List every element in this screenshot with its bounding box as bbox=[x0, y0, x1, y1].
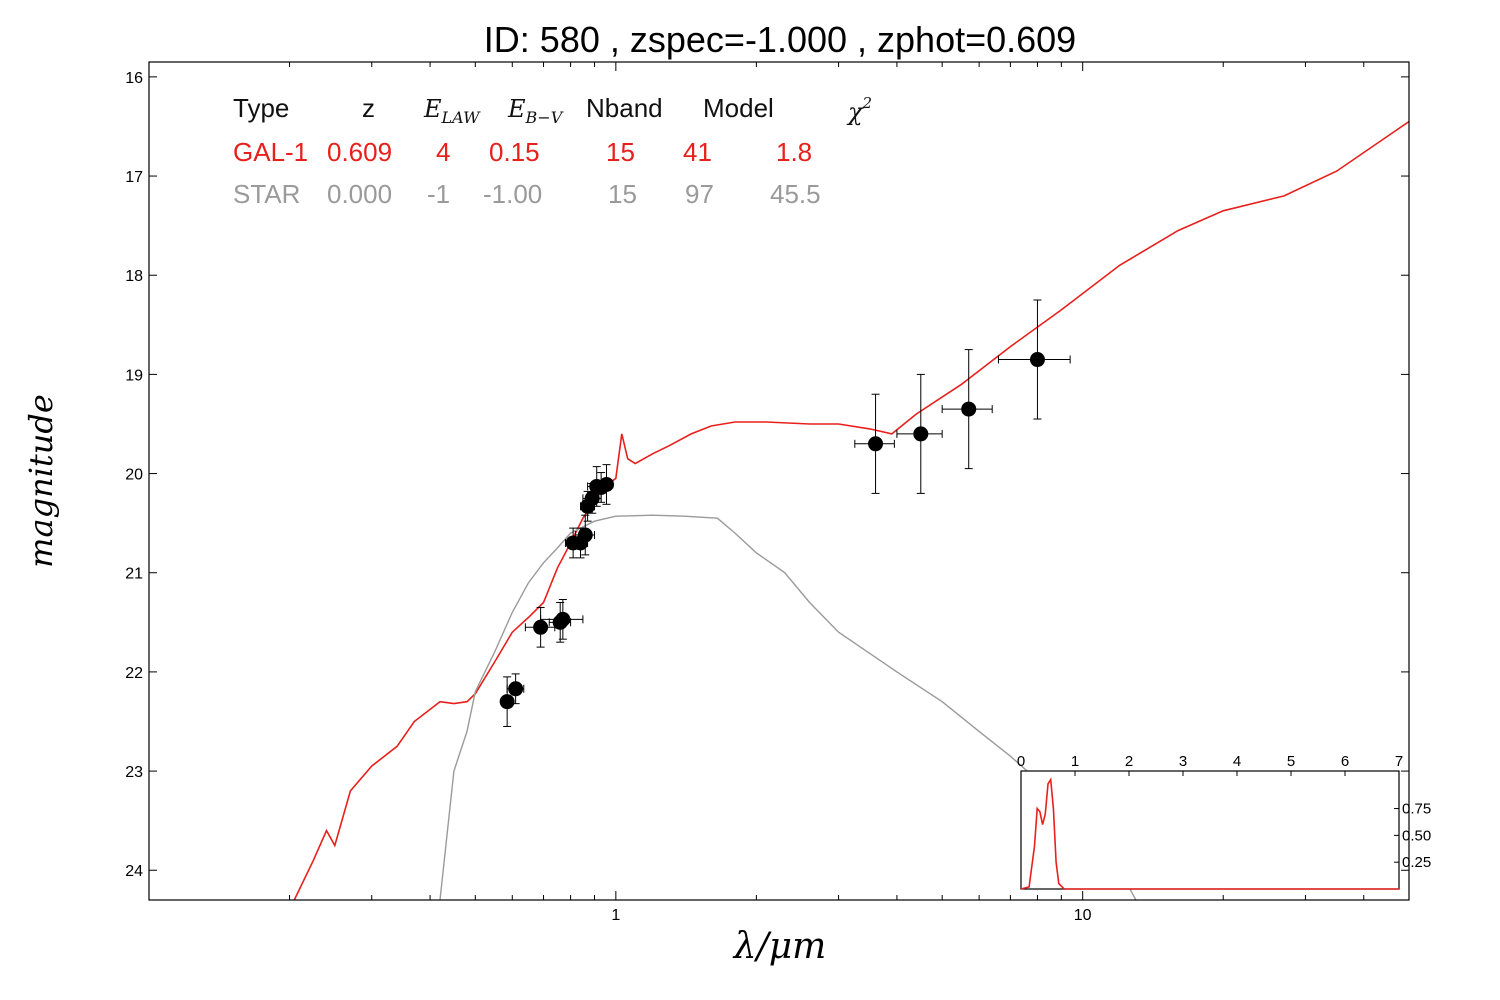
inset-x-tick-label-5: 5 bbox=[1287, 753, 1295, 770]
inset-x-tick-label-2: 2 bbox=[1125, 753, 1133, 770]
x-tick-label-10: 10 bbox=[1074, 907, 1092, 924]
x-axis-ticks: 1 10 bbox=[148, 62, 1410, 924]
y-tick-label-23: 23 bbox=[125, 764, 143, 781]
inset-y-tick-label-1: 0.50 bbox=[1402, 827, 1431, 844]
gal-type: GAL-1 bbox=[233, 137, 308, 167]
gal-chi2: 1.8 bbox=[776, 137, 812, 167]
x-axis-label: λ/μm bbox=[732, 926, 826, 967]
photometry-point-14 bbox=[913, 426, 929, 442]
plot-frame bbox=[148, 61, 1410, 901]
photometry-points bbox=[499, 299, 1071, 727]
pdz-inset: 0 1 2 3 4 5 6 7 0.25 0.50 0.75 bbox=[1017, 753, 1431, 890]
photometry-point-7 bbox=[577, 527, 593, 543]
inset-pdz-curve bbox=[1020, 777, 1399, 890]
gal-nband: 15 bbox=[606, 137, 635, 167]
photometry-point-13 bbox=[868, 436, 884, 452]
star-nband: 15 bbox=[608, 179, 637, 209]
star-z: 0.000 bbox=[327, 179, 392, 209]
table-header-nband: Nband bbox=[586, 93, 663, 123]
inset-x-tick-label-4: 4 bbox=[1233, 753, 1241, 770]
inset-x-tick-label-3: 3 bbox=[1179, 753, 1187, 770]
inset-x-tick-label-0: 0 bbox=[1017, 753, 1025, 770]
inset-y-ticks: 0.25 0.50 0.75 bbox=[1394, 801, 1431, 871]
inset-frame bbox=[1020, 770, 1400, 890]
gal-model: 41 bbox=[683, 137, 712, 167]
gal-elaw: 4 bbox=[436, 137, 450, 167]
y-tick-label-22: 22 bbox=[125, 665, 143, 682]
table-row-gal: GAL-1 0.609 4 0.15 15 41 1.8 bbox=[233, 137, 812, 167]
inset-x-ticks: 0 1 2 3 4 5 6 7 bbox=[1017, 753, 1403, 776]
table-header-z: z bbox=[362, 93, 375, 123]
inset-curve-group bbox=[1020, 777, 1399, 890]
y-tick-label-21: 21 bbox=[125, 566, 143, 583]
inset-y-tick-label-2: 0.75 bbox=[1402, 801, 1431, 818]
star-ebv: -1.00 bbox=[483, 179, 542, 209]
table-row-star: STAR 0.000 -1 -1.00 15 97 45.5 bbox=[233, 179, 821, 209]
y-tick-label-18: 18 bbox=[125, 268, 143, 285]
inset-y-tick-label-0: 0.25 bbox=[1402, 854, 1431, 871]
y-tick-label-24: 24 bbox=[125, 863, 143, 880]
table-header-type: Type bbox=[233, 93, 289, 123]
model-curve-galaxy bbox=[293, 120, 1409, 900]
star-type: STAR bbox=[233, 179, 300, 209]
gal-ebv: 0.15 bbox=[489, 137, 540, 167]
y-tick-label-19: 19 bbox=[125, 367, 143, 384]
table-header-model: Model bbox=[703, 93, 774, 123]
inset-x-tick-label-6: 6 bbox=[1341, 753, 1349, 770]
y-tick-label-20: 20 bbox=[125, 467, 143, 484]
y-tick-label-16: 16 bbox=[125, 70, 143, 87]
model-curve-star bbox=[439, 514, 1137, 900]
photometry-point-0 bbox=[499, 694, 515, 710]
star-model: 97 bbox=[685, 179, 714, 209]
model-curves bbox=[293, 120, 1409, 900]
chart-title: ID: 580 , zspec=-1.000 , zphot=0.609 bbox=[484, 19, 1076, 60]
inset-x-tick-label-1: 1 bbox=[1071, 753, 1079, 770]
inset-x-tick-label-7: 7 bbox=[1395, 753, 1403, 770]
photometry-point-16 bbox=[1029, 352, 1045, 368]
y-tick-label-17: 17 bbox=[125, 169, 143, 186]
x-tick-label-1: 1 bbox=[611, 907, 620, 924]
photometry-point-12 bbox=[599, 476, 615, 492]
photometry-point-2 bbox=[533, 619, 549, 635]
photometry-point-4 bbox=[555, 611, 571, 627]
gal-z: 0.609 bbox=[327, 137, 392, 167]
photometry-point-9 bbox=[584, 490, 600, 506]
photometry-point-15 bbox=[961, 401, 977, 417]
y-axis-label: magnitude bbox=[22, 394, 60, 568]
star-chi2: 45.5 bbox=[770, 179, 821, 209]
star-elaw: -1 bbox=[427, 179, 450, 209]
photometry-point-1 bbox=[508, 681, 524, 697]
